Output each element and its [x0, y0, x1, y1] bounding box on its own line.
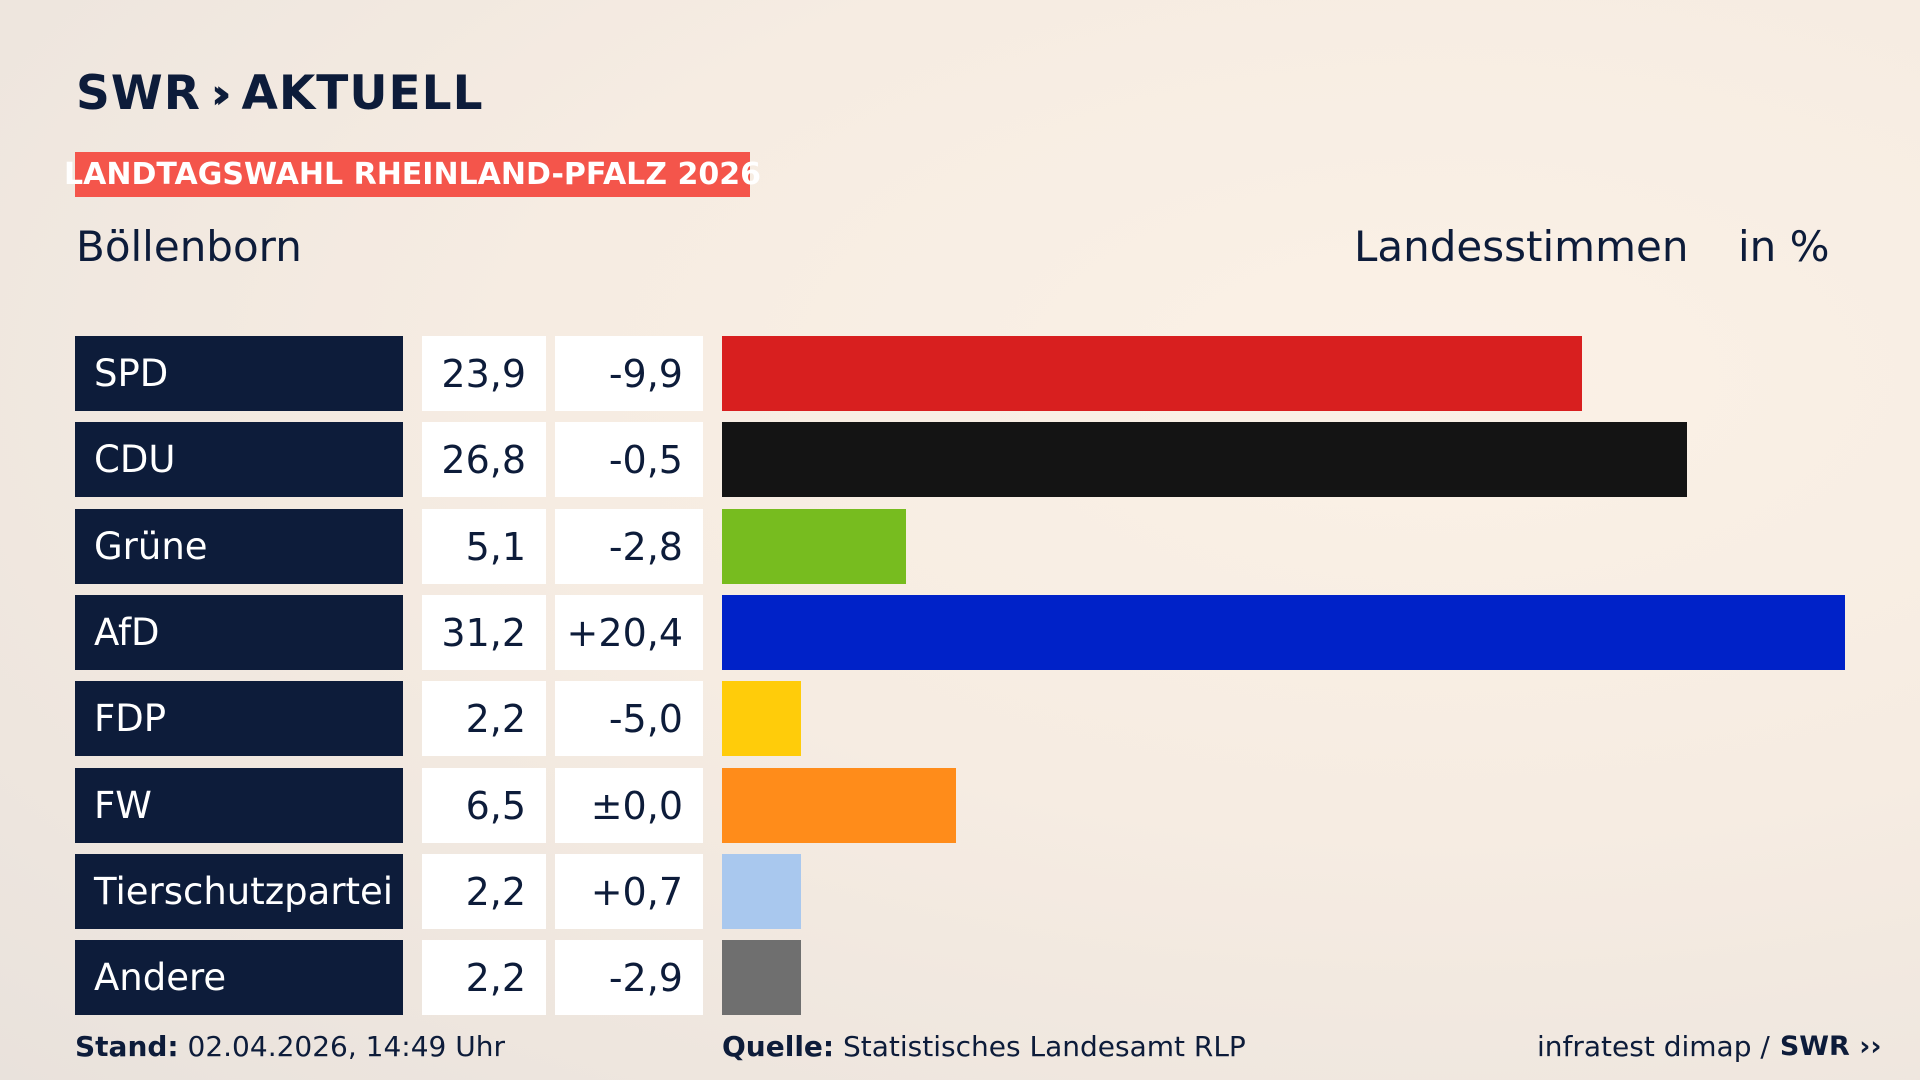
result-bar	[722, 940, 801, 1015]
mini-logo-text: SWR	[1779, 1031, 1850, 1062]
change-value: ±0,0	[555, 768, 703, 843]
change-value: -5,0	[555, 681, 703, 756]
result-bar	[722, 768, 956, 843]
result-bar	[722, 854, 801, 929]
credit-text: infratest dimap /	[1537, 1030, 1770, 1063]
party-label: Andere	[75, 940, 403, 1015]
result-bar	[722, 422, 1687, 497]
result-bar	[722, 509, 906, 584]
unit-label: in %	[1738, 222, 1830, 271]
chevron-right-icon: ››	[210, 68, 231, 118]
result-bar	[722, 681, 801, 756]
logo-aktuell-text: AKTUELL	[241, 65, 484, 121]
share-value: 26,8	[422, 422, 546, 497]
party-label: FW	[75, 768, 403, 843]
change-value: -2,9	[555, 940, 703, 1015]
source-value: Statistisches Landesamt RLP	[843, 1030, 1246, 1063]
result-bar	[722, 595, 1845, 670]
place-title: Böllenborn	[76, 222, 302, 271]
stand-value: 02.04.2026, 14:49 Uhr	[187, 1030, 505, 1063]
share-value: 2,2	[422, 854, 546, 929]
result-bar	[722, 336, 1582, 411]
credit: infratest dimap / SWR ››	[1537, 1030, 1882, 1063]
change-value: -9,9	[555, 336, 703, 411]
party-label: CDU	[75, 422, 403, 497]
stand-label: Stand:	[75, 1030, 179, 1063]
party-label: AfD	[75, 595, 403, 670]
swr-mini-logo: SWR ››	[1780, 1031, 1882, 1062]
share-value: 31,2	[422, 595, 546, 670]
share-value: 5,1	[422, 509, 546, 584]
change-value: -2,8	[555, 509, 703, 584]
share-value: 2,2	[422, 681, 546, 756]
party-label: Tierschutzpartei	[75, 854, 403, 929]
change-value: +0,7	[555, 854, 703, 929]
election-kicker: LANDTAGSWAHL RHEINLAND-PFALZ 2026	[64, 152, 761, 197]
change-value: +20,4	[555, 595, 703, 670]
share-value: 23,9	[422, 336, 546, 411]
party-label: SPD	[75, 336, 403, 411]
swr-aktuell-logo: SWR ›› AKTUELL	[76, 65, 484, 121]
change-value: -0,5	[555, 422, 703, 497]
party-label: Grüne	[75, 509, 403, 584]
source-label: Quelle:	[722, 1030, 835, 1063]
share-value: 6,5	[422, 768, 546, 843]
logo-swr-text: SWR	[76, 65, 201, 121]
mini-chevron-icon: ››	[1859, 1031, 1882, 1062]
metric-label: Landesstimmen	[1354, 222, 1689, 271]
party-label: FDP	[75, 681, 403, 756]
share-value: 2,2	[422, 940, 546, 1015]
source: Quelle: Statistisches Landesamt RLP	[722, 1030, 1246, 1063]
timestamp: Stand: 02.04.2026, 14:49 Uhr	[75, 1030, 505, 1063]
